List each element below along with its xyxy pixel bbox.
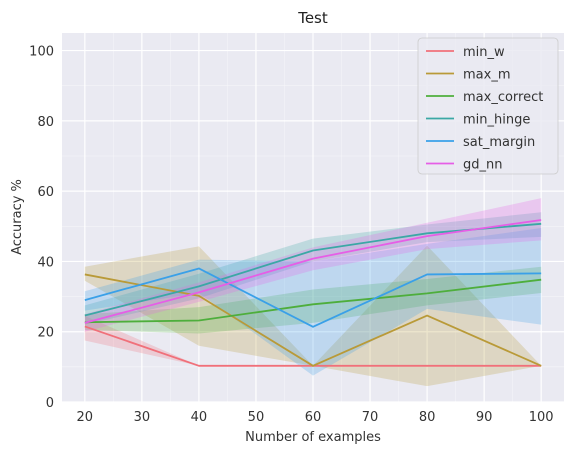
- series-lines: [84, 219, 542, 367]
- line-gd-nn: [84, 219, 542, 324]
- x-tick-label: 80: [419, 410, 436, 425]
- band-gd-nn: [84, 198, 542, 332]
- band-max-correct: [84, 266, 542, 334]
- y-tick-label: 40: [37, 255, 54, 270]
- y-tick-label: 60: [37, 185, 54, 200]
- y-axis-title: Accuracy %: [10, 179, 25, 255]
- x-tick-label: 70: [362, 410, 379, 425]
- legend-box: [417, 37, 559, 175]
- chart-title: Test: [297, 9, 328, 27]
- x-tick-label: 20: [77, 410, 94, 425]
- legend-label: min_w: [463, 45, 505, 60]
- x-tick-label: 50: [248, 410, 265, 425]
- legend-label: min_hinge: [463, 113, 530, 128]
- x-tick-label: 100: [529, 410, 554, 425]
- x-tick-labels: 20 30 40 50 60 70 80 90 100: [77, 410, 554, 425]
- line-max-m: [84, 273, 542, 367]
- band-sat-margin: [84, 228, 542, 376]
- y-tick-label: 80: [37, 115, 54, 130]
- y-tick-label: 0: [46, 396, 54, 411]
- x-axis-title: Number of examples: [245, 430, 381, 445]
- legend: min_w max_m max_correct min_hinge sat_margin…: [417, 37, 559, 175]
- line-max-correct: [84, 278, 542, 324]
- legend-label: max_correct: [463, 90, 543, 105]
- x-tick-label: 60: [305, 410, 322, 425]
- x-tick-label: 40: [191, 410, 208, 425]
- legend-label: max_m: [463, 68, 511, 83]
- grid: [62, 33, 564, 403]
- legend-label: gd_nn: [463, 158, 502, 173]
- y-tick-label: 100: [29, 45, 54, 60]
- x-tick-label: 30: [134, 410, 151, 425]
- legend-label: sat_margin: [463, 135, 535, 150]
- line-sat-margin: [84, 267, 542, 328]
- y-tick-labels: 0 20 40 60 80 100: [29, 45, 54, 411]
- y-tick-label: 20: [37, 326, 54, 341]
- x-tick-label: 90: [476, 410, 493, 425]
- band-max-m: [84, 245, 542, 387]
